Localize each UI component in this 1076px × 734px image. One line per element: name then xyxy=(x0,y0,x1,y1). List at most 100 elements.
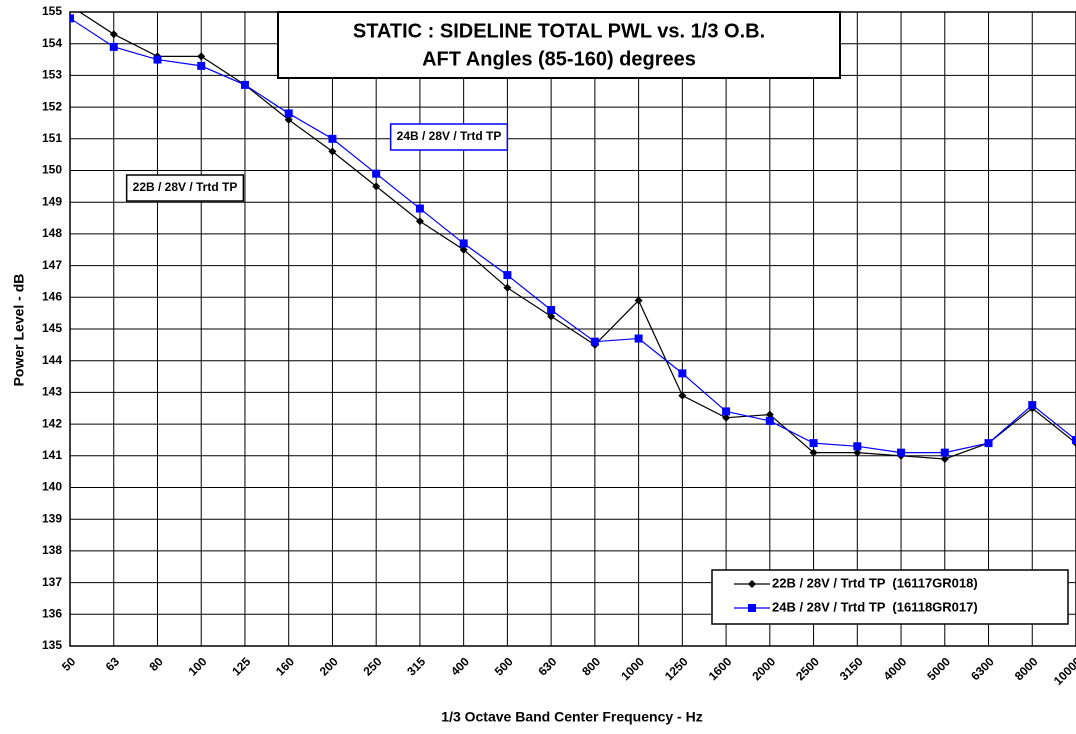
x-tick-label: 630 xyxy=(535,654,559,678)
y-tick-label: 140 xyxy=(42,480,62,494)
title-box xyxy=(277,11,841,79)
x-tick-label: 80 xyxy=(146,654,166,674)
chart-title: STATIC : SIDELINE TOTAL PWL vs. 1/3 O.B. xyxy=(353,20,765,42)
marker xyxy=(634,334,643,343)
annotation-box xyxy=(125,174,245,202)
marker xyxy=(109,42,118,51)
legend-box xyxy=(711,569,1069,625)
x-tick-label: 2000 xyxy=(749,654,778,683)
y-tick-label: 135 xyxy=(42,638,62,652)
x-tick-label: 160 xyxy=(273,654,297,678)
marker xyxy=(678,369,687,378)
marker xyxy=(240,80,249,89)
marker xyxy=(328,134,337,143)
marker xyxy=(415,217,424,226)
series-line xyxy=(78,12,1076,460)
x-tick-label: 8000 xyxy=(1012,654,1041,683)
annotation-box xyxy=(389,123,509,151)
x-tick-label: 1000 xyxy=(618,654,647,683)
x-tick-label: 1250 xyxy=(662,654,691,683)
marker xyxy=(1072,435,1076,444)
x-tick-label: 500 xyxy=(492,654,516,678)
marker xyxy=(459,239,468,248)
marker xyxy=(372,169,381,178)
y-tick-label: 142 xyxy=(42,416,62,430)
marker xyxy=(284,115,293,124)
x-tick-label: 2500 xyxy=(793,654,822,683)
y-tick-label: 139 xyxy=(42,511,62,525)
x-tick-label: 800 xyxy=(579,654,603,678)
y-axis-label: Power Level - dB xyxy=(11,274,27,387)
x-tick-label: 400 xyxy=(448,654,472,678)
y-tick-label: 148 xyxy=(42,226,62,240)
marker xyxy=(809,439,818,448)
x-tick-label: 10000 xyxy=(1051,654,1076,688)
marker xyxy=(748,580,756,588)
x-tick-label: 200 xyxy=(317,654,341,678)
marker xyxy=(765,416,774,425)
marker xyxy=(897,448,906,457)
y-tick-label: 155 xyxy=(42,4,62,18)
x-tick-label: 100 xyxy=(186,654,210,678)
marker xyxy=(1028,401,1037,410)
x-tick-label: 1600 xyxy=(706,654,735,683)
legend-label: 22B / 28V / Trtd TP (16117GR018) xyxy=(772,575,978,590)
marker xyxy=(153,55,162,64)
marker xyxy=(809,448,818,457)
series-line xyxy=(70,17,1076,454)
marker xyxy=(634,296,643,305)
marker xyxy=(590,337,599,346)
y-tick-label: 151 xyxy=(42,131,62,145)
marker xyxy=(547,312,556,321)
x-axis-label: 1/3 Octave Band Center Frequency - Hz xyxy=(441,709,702,725)
marker xyxy=(415,204,424,213)
marker xyxy=(284,109,293,118)
x-tick-label: 4000 xyxy=(881,654,910,683)
y-tick-label: 141 xyxy=(42,448,62,462)
legend-label: 24B / 28V / Trtd TP (16118GR017) xyxy=(772,599,978,614)
marker xyxy=(372,182,381,191)
marker xyxy=(853,448,862,457)
annotation: 22B / 28V / Trtd TP xyxy=(133,180,238,194)
marker xyxy=(722,413,731,422)
y-tick-label: 149 xyxy=(42,194,62,208)
marker xyxy=(748,604,756,612)
x-tick-label: 3150 xyxy=(837,654,866,683)
marker xyxy=(109,30,118,39)
y-tick-label: 150 xyxy=(42,163,62,177)
x-tick-label: 63 xyxy=(103,654,123,674)
y-tick-label: 144 xyxy=(42,353,62,367)
annotation: 24B / 28V / Trtd TP xyxy=(397,129,502,143)
x-tick-label: 5000 xyxy=(924,654,953,683)
marker xyxy=(940,454,949,463)
y-tick-label: 153 xyxy=(42,68,62,82)
marker xyxy=(722,407,731,416)
marker xyxy=(328,147,337,156)
y-tick-label: 152 xyxy=(42,99,62,113)
marker xyxy=(765,410,774,419)
y-tick-label: 147 xyxy=(42,258,62,272)
x-tick-label: 250 xyxy=(360,654,384,678)
x-tick-label: 315 xyxy=(404,654,428,678)
plot-series xyxy=(66,2,1076,463)
y-tick-label: 145 xyxy=(42,321,62,335)
marker xyxy=(503,283,512,292)
y-tick-label: 138 xyxy=(42,543,62,557)
marker xyxy=(70,14,74,23)
y-tick-label: 143 xyxy=(42,385,62,399)
marker xyxy=(66,2,74,10)
marker xyxy=(547,305,556,314)
x-tick-label: 50 xyxy=(59,654,79,674)
marker xyxy=(459,245,468,254)
y-tick-label: 146 xyxy=(42,289,62,303)
marker xyxy=(678,391,687,400)
marker xyxy=(197,61,206,70)
y-tick-label: 154 xyxy=(42,36,62,50)
x-tick-label: 6300 xyxy=(968,654,997,683)
y-tick-label: 137 xyxy=(42,575,62,589)
x-tick-label: 125 xyxy=(229,654,253,678)
y-tick-label: 136 xyxy=(42,606,62,620)
marker xyxy=(853,442,862,451)
marker xyxy=(197,52,206,61)
